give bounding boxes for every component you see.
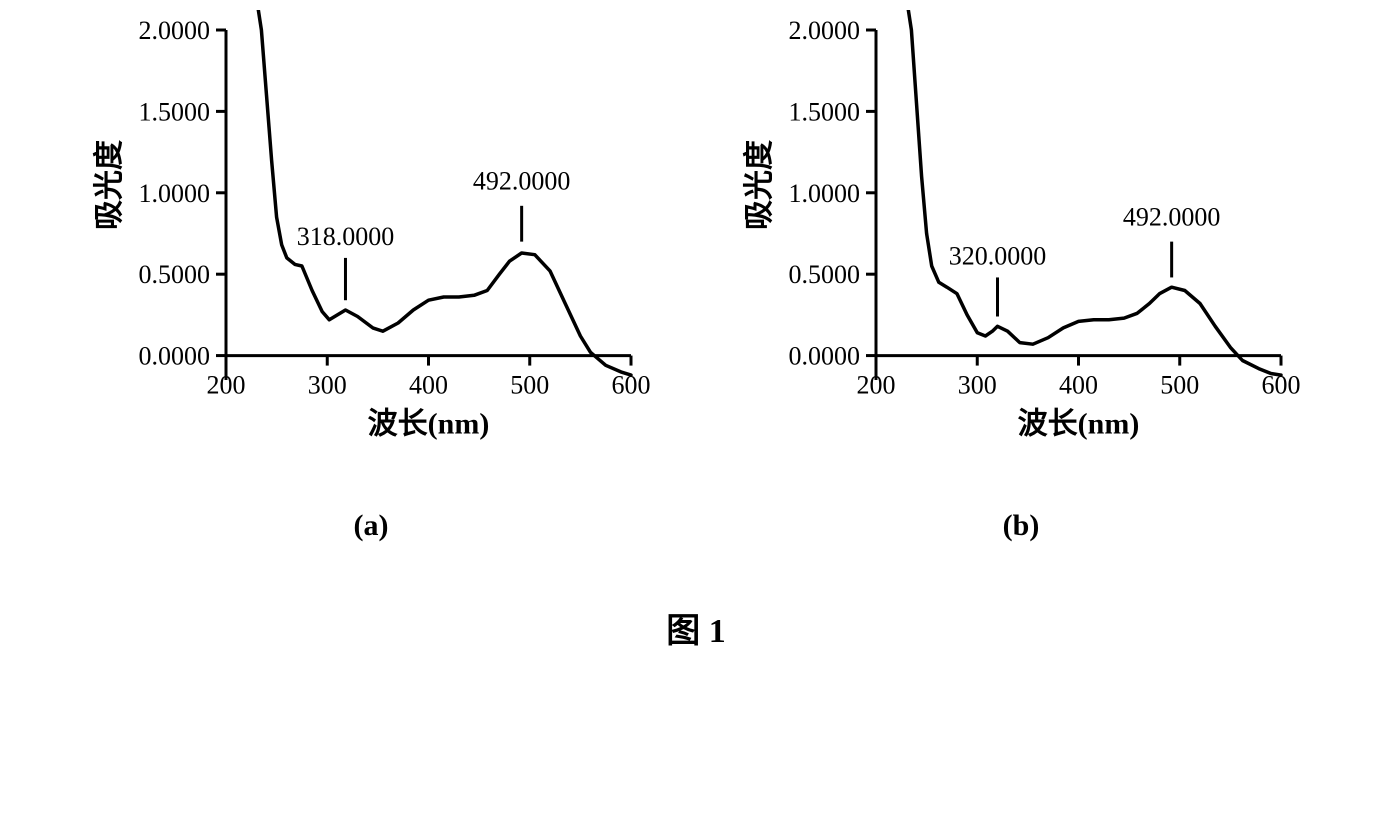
xtick-label: 500 <box>510 371 549 400</box>
xtick-label: 300 <box>308 371 347 400</box>
ytick-label: 2.0000 <box>139 16 211 45</box>
xtick-label: 500 <box>1160 371 1199 400</box>
peak-label: 492.0000 <box>1123 202 1221 231</box>
peak-label: 318.0000 <box>297 222 395 251</box>
ytick-label: 0.0000 <box>139 342 211 371</box>
peak-label: 492.0000 <box>473 167 571 196</box>
figure-container: 2003004005006000.00000.50001.00001.50002… <box>0 0 1392 652</box>
ytick-label: 1.0000 <box>139 179 211 208</box>
chart-a: 2003004005006000.00000.50001.00001.50002… <box>91 10 651 480</box>
ytick-label: 1.5000 <box>789 97 861 126</box>
ytick-label: 1.5000 <box>139 97 211 126</box>
ytick-label: 0.5000 <box>139 260 211 289</box>
panel-sublabel-b: (b) <box>1003 509 1040 543</box>
ytick-label: 0.0000 <box>789 342 861 371</box>
chart-b: 2003004005006000.00000.50001.00001.50002… <box>741 10 1301 480</box>
xtick-label: 200 <box>857 371 896 400</box>
peak-label: 320.0000 <box>949 241 1047 270</box>
ytick-label: 2.0000 <box>789 16 861 45</box>
chart-panel-a: 2003004005006000.00000.50001.00001.50002… <box>91 10 651 543</box>
panel-sublabel-a: (a) <box>354 509 389 543</box>
x-axis-label: 波长(nm) <box>368 408 490 441</box>
chart-panels-row: 2003004005006000.00000.50001.00001.50002… <box>91 10 1301 543</box>
xtick-label: 200 <box>207 371 246 400</box>
ytick-label: 0.5000 <box>789 260 861 289</box>
y-axis-label: 吸光度 <box>743 140 776 230</box>
xtick-label: 300 <box>958 371 997 400</box>
chart-panel-b: 2003004005006000.00000.50001.00001.50002… <box>741 10 1301 543</box>
figure-caption: 图 1 <box>666 603 726 652</box>
spectrum-line <box>906 10 1281 375</box>
xtick-label: 400 <box>1059 371 1098 400</box>
spectrum-line <box>256 10 631 375</box>
xtick-label: 400 <box>409 371 448 400</box>
y-axis-label: 吸光度 <box>93 140 126 230</box>
ytick-label: 1.0000 <box>789 179 861 208</box>
x-axis-label: 波长(nm) <box>1018 408 1140 441</box>
